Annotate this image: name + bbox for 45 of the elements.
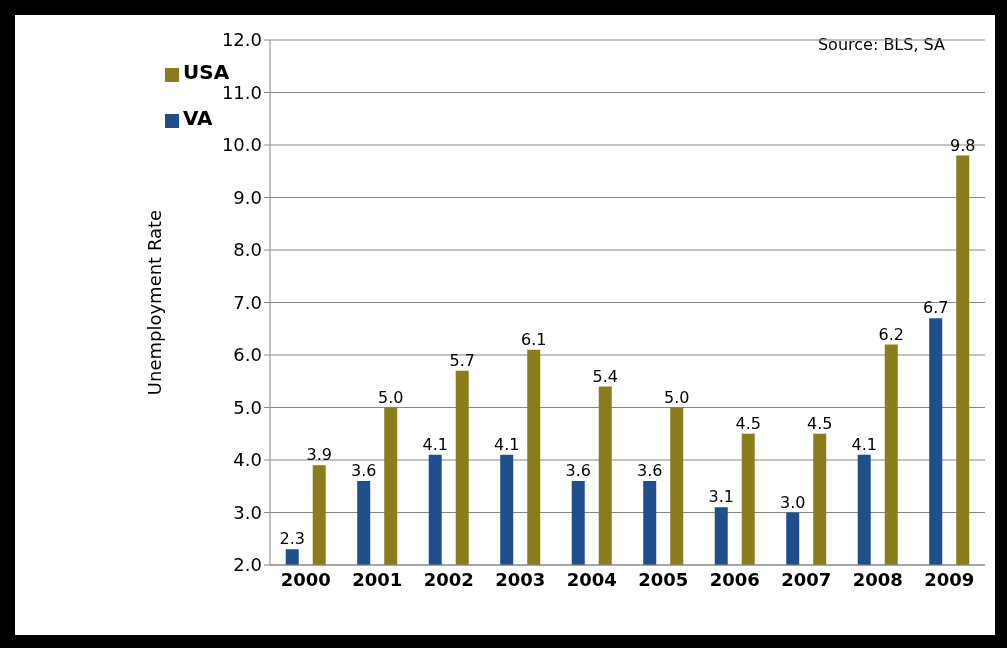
x-tick-label: 2001 bbox=[352, 568, 403, 590]
legend-label: VA bbox=[183, 106, 213, 130]
data-label: 5.0 bbox=[378, 387, 404, 407]
y-tick-label: 2.0 bbox=[233, 554, 262, 576]
y-tick-label: 12.0 bbox=[221, 29, 262, 51]
x-tick-label: 2005 bbox=[638, 568, 689, 590]
data-label: 3.6 bbox=[637, 461, 663, 480]
data-label: 6.7 bbox=[923, 298, 949, 318]
y-tick-label: 7.0 bbox=[233, 291, 262, 313]
data-label: 6.2 bbox=[878, 324, 904, 344]
x-tick-label: 2006 bbox=[709, 568, 760, 590]
data-label: 4.5 bbox=[735, 413, 761, 433]
data-label: 6.1 bbox=[521, 329, 547, 349]
x-tick-label: 2007 bbox=[781, 568, 832, 590]
x-tick-label: 2002 bbox=[423, 568, 474, 590]
data-label: 2.3 bbox=[279, 529, 305, 549]
x-tick-label: 2000 bbox=[280, 568, 331, 590]
y-axis-title: Unemployment Rate bbox=[144, 209, 166, 396]
data-label: 9.8 bbox=[950, 135, 976, 155]
legend-label: USA bbox=[183, 60, 230, 84]
x-tick-label: 2008 bbox=[852, 568, 903, 590]
data-label: 3.6 bbox=[351, 461, 377, 480]
data-label: 4.1 bbox=[422, 434, 448, 454]
y-tick-label: 11.0 bbox=[221, 81, 262, 103]
data-label: 4.1 bbox=[851, 434, 877, 454]
data-label: 5.4 bbox=[592, 366, 618, 386]
y-tick-label: 8.0 bbox=[233, 239, 262, 261]
data-label: 5.0 bbox=[664, 387, 690, 407]
x-tick-label: 2009 bbox=[924, 568, 975, 590]
data-label: 4.5 bbox=[807, 413, 833, 433]
data-label: 3.9 bbox=[306, 445, 332, 465]
y-tick-label: 6.0 bbox=[233, 344, 262, 366]
y-tick-label: 5.0 bbox=[233, 396, 262, 418]
x-tick-label: 2003 bbox=[495, 568, 546, 590]
y-tick-label: 3.0 bbox=[233, 501, 262, 523]
data-label: 5.7 bbox=[449, 350, 475, 370]
annotation: Source: BLS, SA bbox=[817, 35, 945, 54]
y-tick-label: 10.0 bbox=[221, 134, 262, 156]
data-label: 4.1 bbox=[494, 434, 520, 454]
x-tick-label: 2004 bbox=[566, 568, 617, 590]
data-label: 3.0 bbox=[780, 492, 806, 512]
y-tick-label: 9.0 bbox=[233, 186, 262, 208]
data-label: 3.1 bbox=[708, 487, 734, 507]
y-tick-label: 4.0 bbox=[233, 449, 262, 471]
data-label: 3.6 bbox=[565, 461, 591, 480]
